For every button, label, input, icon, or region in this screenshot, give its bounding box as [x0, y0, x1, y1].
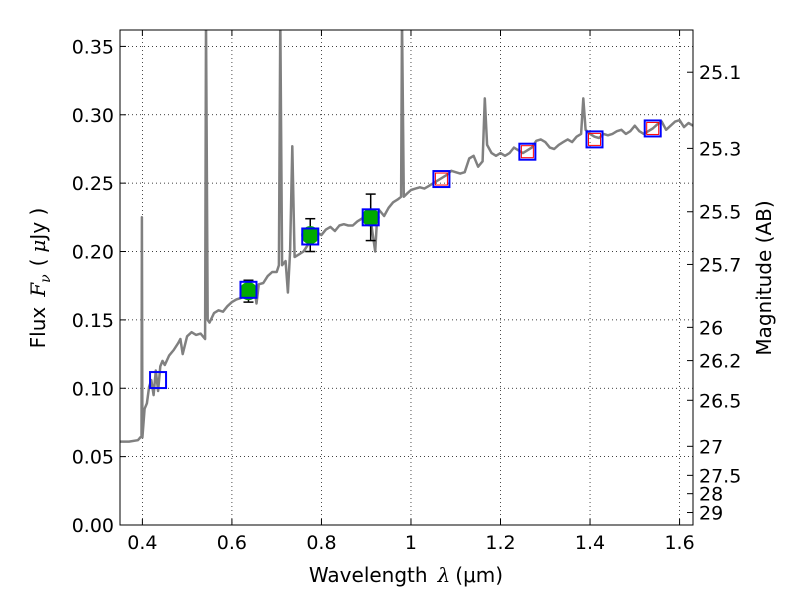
y2-tick-label: 26 [699, 317, 723, 339]
predicted-inner-square [520, 145, 534, 159]
y-axis-label: FluxFν(μJy ) [26, 208, 54, 349]
model-square [239, 280, 258, 299]
predicted-inner-square [646, 121, 660, 135]
sed-model-line [120, 30, 693, 443]
y2-tick-label: 25.7 [699, 254, 741, 276]
y2-tick-label: 25.1 [699, 62, 741, 84]
y-tick-label: 0.25 [72, 173, 114, 195]
model-square [518, 142, 537, 161]
x-tick-label: 1 [405, 532, 417, 554]
x-tick-label: 0.8 [306, 532, 336, 554]
observed-point [361, 208, 380, 227]
x-tick-label: 0.4 [127, 532, 157, 554]
plot-area [120, 30, 693, 443]
model-square [643, 119, 662, 138]
plot-frame [119, 29, 694, 526]
grid [120, 30, 693, 526]
y2-tick-label: 26.2 [699, 351, 741, 373]
y-tick-label: 0.35 [72, 36, 114, 58]
model-square [432, 170, 451, 189]
y-tick-label: 0.05 [72, 447, 114, 469]
y-tick-label: 0.10 [72, 378, 114, 400]
model-square [149, 371, 168, 390]
y-tick-label: 0.00 [72, 515, 114, 537]
y2-tick-label: 28 [699, 484, 723, 506]
y2-tick-label: 25.5 [699, 202, 741, 224]
x-tick-label: 1.2 [485, 532, 515, 554]
x-tick-label: 1.6 [664, 532, 694, 554]
y-tick-label: 0.15 [72, 310, 114, 332]
x-tick-label: 0.6 [217, 532, 247, 554]
axes: 0.4 0.6 0.8 1 1.2 1.4 1.6 0.00 0.05 0.10 0.15 0.20 0… [72, 30, 741, 554]
model-square [301, 227, 320, 246]
model-square [361, 208, 380, 227]
predicted-inner-square [588, 132, 602, 146]
y2-axis-label: Magnitude (AB) [752, 200, 776, 355]
x-axis-label: Wavelength λ (μm) [309, 563, 503, 587]
y2-tick-label: 26.5 [699, 390, 741, 412]
y-tick-label: 0.30 [72, 105, 114, 127]
x-tick-label: 1.4 [575, 532, 605, 554]
y2-tick-label: 29 [699, 503, 723, 525]
y2-tick-label: 25.3 [699, 138, 741, 160]
y2-tick-label: 27.5 [699, 465, 741, 487]
predicted-inner-square [434, 172, 448, 186]
y-tick-label: 0.20 [72, 242, 114, 264]
y2-tick-label: 27 [699, 436, 723, 458]
model-square [585, 130, 604, 149]
